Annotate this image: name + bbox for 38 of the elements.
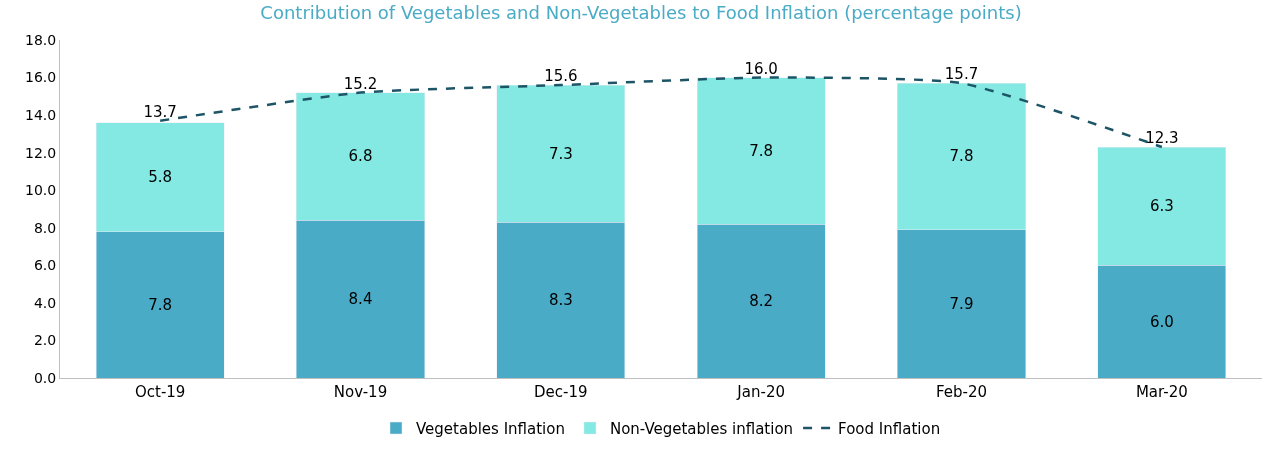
y-tick-label: 0.0 (33, 369, 57, 386)
x-tick-label: Dec-19 (534, 383, 588, 401)
data-label: 15.2 (343, 74, 378, 93)
x-tick-label: Nov-19 (333, 383, 388, 401)
data-label: 8.2 (749, 292, 774, 311)
y-tick-label: 8.0 (33, 219, 57, 236)
data-label: 15.7 (944, 65, 979, 84)
data-label: 7.9 (949, 294, 974, 313)
y-tick-label: 18.0 (25, 31, 57, 48)
data-label: 12.3 (1145, 129, 1179, 148)
x-tick-label: Jan-20 (736, 383, 785, 401)
chart-title: Contribution of Vegetables and Non-Vegetables to Food Inflation (percentage points) (260, 2, 1022, 24)
data-label: 7.8 (148, 295, 173, 314)
data-label: 6.3 (1149, 197, 1174, 216)
y-tick-label: 12.0 (25, 144, 57, 161)
legend-label: Vegetables Inflation (416, 419, 565, 438)
y-tick-label: 10.0 (25, 182, 57, 199)
y-tick-label: 4.0 (33, 294, 57, 311)
x-tick-label: Feb-20 (935, 383, 988, 401)
y-tick-label: 16.0 (25, 69, 57, 86)
legend-label: Non-Vegetables inflation (609, 419, 794, 438)
data-label: 7.8 (749, 141, 774, 160)
data-label: 5.8 (148, 168, 173, 187)
data-label: 16.0 (744, 59, 778, 78)
data-label: 6.0 (1149, 312, 1174, 331)
data-label: 6.8 (348, 147, 373, 166)
data-label: 7.3 (548, 144, 573, 163)
y-tick-label: 14.0 (25, 107, 57, 124)
data-label: 13.7 (143, 102, 177, 121)
y-tick-label: 2.0 (33, 332, 57, 349)
data-label: 8.4 (348, 290, 373, 309)
x-tick-label: Oct-19 (134, 383, 186, 401)
x-tick-label: Mar-20 (1135, 383, 1188, 401)
legend-label: Food Inflation (838, 419, 941, 438)
data-label: 7.8 (949, 147, 974, 166)
y-tick-label: 6.0 (33, 257, 57, 274)
data-label: 8.3 (548, 291, 573, 310)
data-label: 15.6 (544, 67, 578, 86)
